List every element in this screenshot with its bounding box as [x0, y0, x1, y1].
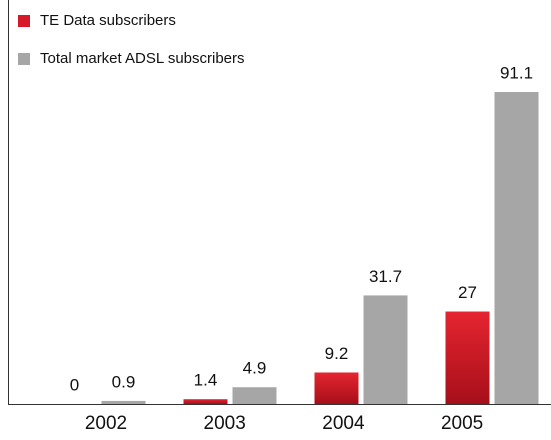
x-tick-label: 2004: [322, 413, 365, 434]
x-tick-label: 2003: [204, 413, 246, 434]
value-label: 4.9: [243, 359, 267, 378]
value-label: 31.7: [369, 267, 402, 286]
x-tick-label: 2005: [441, 413, 483, 434]
value-label: 27: [458, 283, 477, 302]
legend-label: Total market ADSL subscribers: [40, 50, 245, 67]
bar: [363, 295, 408, 404]
legend-label: TE Data subscribers: [40, 12, 176, 29]
legend-swatch: [18, 15, 30, 27]
x-tick-label: 2002: [85, 413, 127, 434]
bar: [314, 372, 359, 404]
bar: [183, 399, 228, 404]
legend-swatch: [18, 53, 30, 65]
value-label: 91.1: [500, 63, 533, 82]
value-label: 1.4: [194, 371, 218, 390]
bar: [494, 92, 539, 404]
bar: [101, 400, 146, 404]
bar: [445, 311, 490, 404]
value-label: 9.2: [325, 344, 349, 363]
value-label: 0.9: [112, 372, 136, 391]
value-label: 0: [70, 375, 79, 394]
bar: [232, 387, 277, 404]
